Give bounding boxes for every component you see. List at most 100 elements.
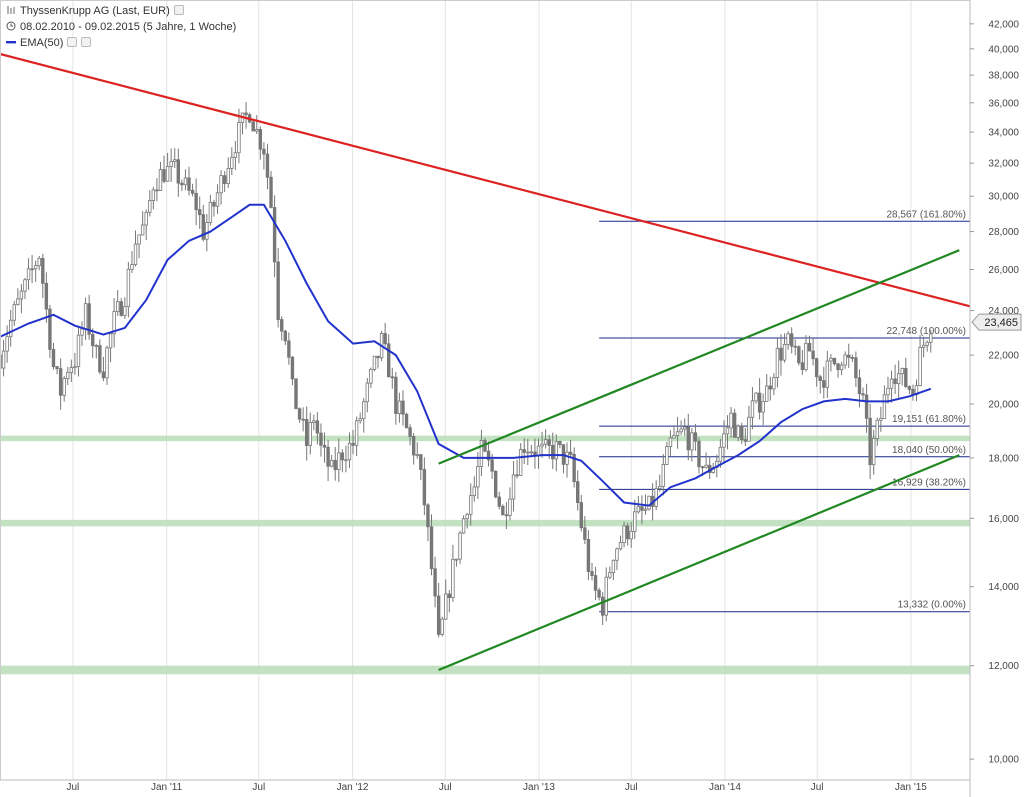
y-tick-label: 18,000 [988, 453, 1019, 464]
candle-body [173, 159, 177, 162]
candle-body [194, 192, 198, 211]
candle-body [148, 200, 152, 213]
x-tick-label: Jan '14 [709, 782, 741, 793]
candle-body [369, 368, 373, 384]
candle-body [832, 357, 837, 365]
candle-body [183, 177, 188, 186]
candle-body [568, 451, 573, 455]
indicator-settings-icon[interactable] [67, 37, 78, 47]
chart-icon [7, 6, 15, 14]
candle-body [315, 420, 320, 434]
candle-body [372, 355, 377, 370]
x-tick-label: Jan '12 [337, 782, 369, 793]
candle-body [415, 454, 419, 457]
candle-body [747, 416, 751, 442]
candle-body [326, 446, 330, 467]
green-trendline [438, 454, 960, 671]
candle-body [904, 367, 908, 387]
candle-body [864, 394, 869, 419]
candle-body [208, 201, 213, 223]
candle-body [693, 432, 698, 442]
indicator-close-icon[interactable] [81, 37, 92, 47]
candle-body [768, 385, 772, 390]
candle-body [850, 357, 855, 359]
candle-body [358, 418, 362, 422]
candle-body [66, 372, 70, 379]
candle-body [511, 474, 516, 500]
candle-body [536, 445, 541, 456]
candle-body [94, 345, 98, 347]
candle-body [244, 112, 248, 116]
candle-body [618, 542, 623, 550]
candle-body [907, 386, 912, 390]
candle-body [729, 412, 733, 429]
candle-body [461, 518, 466, 534]
candle-body [925, 341, 929, 346]
candle-body [683, 426, 687, 430]
candle-body [440, 618, 444, 635]
y-tick-label: 42,000 [988, 19, 1019, 30]
candle-body [162, 169, 166, 182]
candle-body [340, 452, 345, 461]
candle-body [918, 347, 922, 386]
candle-body [119, 301, 123, 316]
candle-body [501, 505, 505, 516]
candle-body [608, 572, 612, 578]
candle-body [387, 343, 391, 378]
candle-body [636, 506, 641, 513]
settings-icon[interactable] [173, 5, 184, 15]
candle-body [411, 436, 416, 456]
candle-body [761, 401, 765, 413]
candle-body [754, 392, 758, 402]
candle-body [408, 427, 412, 437]
candle-body [365, 382, 370, 403]
fib-level-label: 13,332 (0.00%) [898, 600, 966, 611]
candle-body [158, 169, 163, 191]
candle-body [436, 595, 441, 635]
candle-body [297, 408, 302, 420]
candle-body [472, 486, 477, 497]
candle-body [198, 209, 202, 216]
candle-body [308, 422, 312, 446]
candle-body [847, 354, 851, 358]
candle-body [811, 350, 815, 360]
candle-body [476, 466, 480, 488]
candle-body [301, 418, 305, 421]
candle-body [312, 420, 316, 423]
candle-body [319, 432, 323, 446]
candle-body [262, 148, 266, 155]
candle-body [697, 440, 701, 468]
candle-body [889, 378, 894, 389]
candle-body [843, 354, 847, 366]
candle-body [383, 333, 387, 345]
candle-body [579, 502, 583, 529]
candle-body [26, 268, 31, 281]
candle-body [668, 437, 673, 447]
candle-body [190, 189, 195, 194]
y-tick-label: 20,000 [988, 399, 1019, 410]
candle-body [87, 303, 91, 335]
candle-body [576, 481, 580, 503]
candle-body [344, 459, 348, 462]
candle-body [529, 451, 534, 454]
candle-body [233, 152, 238, 158]
support-zone [0, 665, 970, 675]
candle-body [351, 442, 355, 446]
fib-level-label: 19,151 (61.80%) [892, 414, 966, 425]
x-tick-label: Jul [252, 782, 265, 793]
candle-body [115, 301, 120, 312]
candle-body [526, 451, 530, 454]
y-tick-label: 10,000 [988, 755, 1019, 766]
candle-body [793, 345, 797, 348]
candle-body [861, 393, 865, 396]
y-tick-label: 26,000 [988, 265, 1019, 276]
y-tick-label: 32,000 [988, 159, 1019, 170]
candle-body [672, 435, 676, 439]
candle-body [804, 342, 808, 370]
candle-body [686, 426, 690, 451]
y-tick-label: 30,000 [988, 192, 1019, 203]
candle-body [565, 451, 569, 465]
candle-body [376, 355, 380, 359]
